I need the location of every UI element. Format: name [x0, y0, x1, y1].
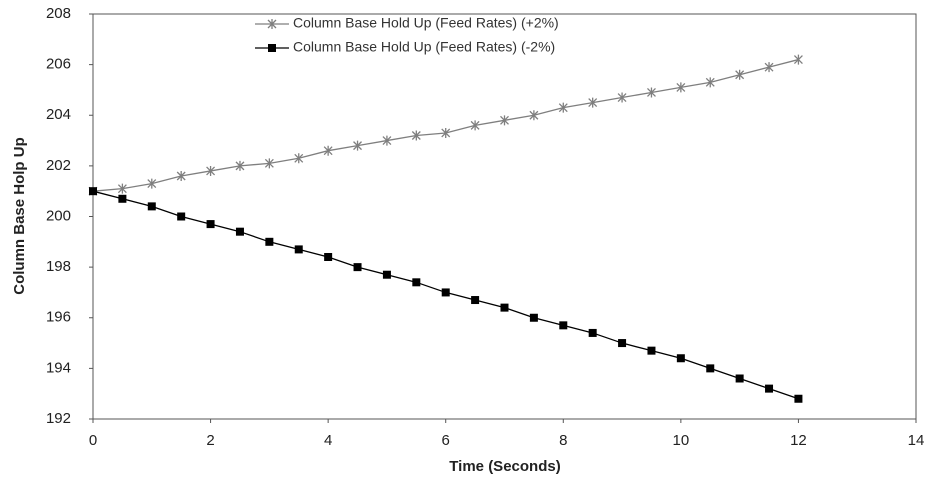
x-axis-title: Time (Seconds) [449, 458, 560, 475]
square-marker [559, 321, 568, 330]
square-marker [235, 227, 244, 236]
star-marker [411, 130, 421, 141]
square-marker [324, 253, 333, 261]
star-marker [206, 165, 216, 176]
star-marker [735, 69, 745, 80]
star-marker [588, 97, 598, 108]
y-tick-label: 202 [46, 157, 71, 174]
square-marker [382, 270, 391, 279]
square-marker [265, 237, 274, 246]
star-marker [500, 115, 509, 126]
star-marker [323, 145, 333, 156]
square-marker [268, 44, 276, 52]
square-marker [529, 313, 538, 322]
square-marker [647, 346, 656, 355]
square-marker [500, 303, 509, 312]
star-marker [294, 153, 304, 164]
y-tick-label: 200 [46, 207, 71, 224]
plot-frame [92, 13, 917, 420]
series-line [92, 58, 799, 192]
y-tick-label: 206 [46, 56, 71, 73]
square-marker [206, 220, 215, 229]
star-marker [647, 87, 656, 98]
legend-label: Column Base Hold Up (Feed Rates) (+2%) [293, 15, 559, 31]
series [89, 187, 803, 403]
star-marker [117, 183, 127, 194]
star-marker [235, 160, 245, 171]
star-marker [529, 110, 539, 121]
y-tick-label: 208 [46, 5, 71, 22]
square-marker [441, 288, 450, 297]
square-marker [735, 374, 744, 383]
square-marker [118, 194, 127, 203]
star-marker [617, 92, 627, 103]
x-tick-label: 12 [790, 432, 807, 449]
x-tick-label: 6 [442, 432, 450, 449]
star-marker [558, 102, 568, 113]
y-tick-label: 192 [46, 410, 71, 427]
x-tick-label: 4 [324, 432, 332, 449]
star-marker [147, 178, 157, 189]
star-marker [676, 82, 686, 93]
star-marker [764, 62, 774, 73]
square-marker [353, 263, 362, 272]
star-marker [382, 135, 392, 146]
square-marker [676, 354, 685, 363]
y-tick-label: 198 [46, 258, 71, 275]
square-marker [89, 187, 97, 196]
star-marker [264, 158, 274, 169]
x-tick-label: 8 [559, 432, 567, 449]
star-marker [441, 127, 451, 138]
square-marker [794, 394, 803, 403]
series [88, 54, 803, 197]
star-marker [176, 171, 186, 181]
square-marker [147, 202, 156, 211]
x-tick-label: 14 [908, 432, 925, 449]
star-marker [470, 120, 480, 131]
star-marker [793, 54, 803, 65]
y-axis-title: Column Base Holp Up [11, 137, 28, 295]
x-tick-label: 0 [89, 432, 97, 449]
square-marker [588, 328, 597, 337]
y-tick-label: 196 [46, 309, 71, 326]
square-marker [706, 364, 715, 373]
legend-label: Column Base Hold Up (Feed Rates) (-2%) [293, 39, 555, 55]
x-tick-label: 10 [673, 432, 690, 449]
square-marker [618, 339, 627, 348]
square-marker [412, 278, 421, 287]
square-marker [471, 296, 480, 305]
x-tick-label: 2 [206, 432, 214, 449]
square-marker [294, 245, 303, 254]
y-tick-label: 204 [46, 106, 71, 123]
square-marker [177, 212, 186, 221]
star-marker [353, 140, 362, 151]
y-tick-label: 194 [46, 359, 71, 376]
star-marker [267, 19, 277, 29]
star-marker [705, 77, 715, 88]
square-marker [765, 384, 774, 393]
